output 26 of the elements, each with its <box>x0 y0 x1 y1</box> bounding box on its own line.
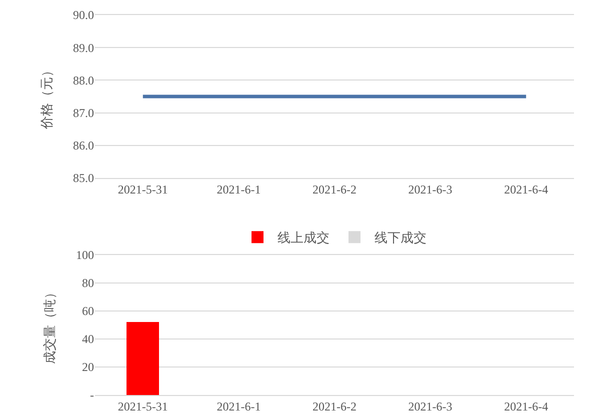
y-tick-label: 87.0 <box>73 106 94 120</box>
x-tick-label: 2021-6-3 <box>408 399 452 414</box>
y-tick-label: 60 <box>82 304 94 318</box>
x-tick-label: 2021-6-1 <box>216 399 261 414</box>
x-tick-label: 2021-6-3 <box>408 182 452 196</box>
x-tick-label: 2021-6-2 <box>312 399 356 414</box>
y-axis-title: 价格（元） <box>38 64 54 130</box>
x-tick-label: 2021-6-2 <box>312 182 356 196</box>
y-tick-label: 89.0 <box>73 40 94 55</box>
y-tick-label: 85.0 <box>73 171 94 186</box>
y-tick-label: 20 <box>82 360 94 374</box>
y-tick-label: - <box>90 388 94 402</box>
x-tick-label: 2021-5-31 <box>118 399 168 414</box>
y-tick-label: 40 <box>82 332 94 346</box>
y-tick-label: 100 <box>76 248 94 262</box>
y-axis-title: 成交量（吨） <box>42 286 57 364</box>
x-tick-label: 2021-5-31 <box>118 182 168 196</box>
y-tick-label: 88.0 <box>73 73 94 88</box>
y-tick-label: 86.0 <box>73 138 94 153</box>
x-tick-label: 2021-6-1 <box>216 182 261 196</box>
x-tick-label: 2021-6-4 <box>504 399 548 414</box>
y-tick-label: 80 <box>82 276 94 290</box>
legend-label: 线上成交 <box>278 230 330 246</box>
y-tick-label: 90.0 <box>73 8 94 22</box>
legend-label: 线下成交 <box>374 230 426 246</box>
x-tick-label: 2021-6-4 <box>504 182 548 196</box>
